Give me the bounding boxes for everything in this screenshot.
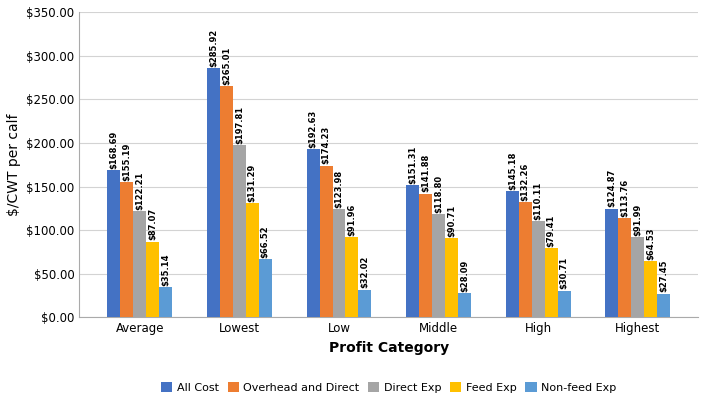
Text: $87.07: $87.07 [148,208,157,240]
Text: $123.98: $123.98 [335,170,343,208]
Text: $174.23: $174.23 [322,126,330,164]
Bar [432,214,445,317]
Bar [107,171,120,317]
Text: $265.01: $265.01 [222,47,231,85]
Bar [220,86,233,317]
Bar [545,248,558,317]
Legend: All Cost, Overhead and Direct, Direct Exp, Feed Exp, Non-feed Exp: All Cost, Overhead and Direct, Direct Ex… [157,378,621,397]
Text: $35.14: $35.14 [161,253,170,285]
Text: $118.80: $118.80 [434,175,443,212]
Text: $113.76: $113.76 [621,179,629,217]
Text: $132.26: $132.26 [521,162,530,201]
Text: $131.29: $131.29 [248,163,257,201]
Bar [246,203,258,317]
Bar [445,239,458,317]
Bar [258,259,271,317]
Bar [346,237,359,317]
Text: $28.09: $28.09 [460,259,469,292]
Bar [146,241,159,317]
Text: $122.21: $122.21 [135,171,144,210]
Bar [532,221,545,317]
Bar [320,166,333,317]
Text: $91.99: $91.99 [634,204,642,236]
Text: $66.52: $66.52 [261,225,270,258]
Bar [606,208,618,317]
Text: $141.88: $141.88 [421,154,430,193]
Bar [359,289,372,317]
Bar [618,218,631,317]
Bar [419,194,432,317]
Text: $168.69: $168.69 [109,131,118,169]
Bar [506,191,519,317]
Bar [519,202,532,317]
Text: $91.96: $91.96 [348,204,356,236]
Text: $79.41: $79.41 [546,214,556,247]
Bar [458,293,471,317]
Bar [233,145,246,317]
Bar [159,287,172,317]
X-axis label: Profit Category: Profit Category [329,341,449,355]
Text: $192.63: $192.63 [309,110,318,148]
Text: $27.45: $27.45 [660,260,668,292]
Bar [133,211,146,317]
Bar [631,237,644,317]
Text: $197.81: $197.81 [235,105,244,144]
Bar [333,209,346,317]
Text: $285.92: $285.92 [209,28,218,67]
Bar [657,293,670,317]
Bar [120,182,133,317]
Bar [307,149,320,317]
Text: $32.02: $32.02 [361,256,369,288]
Y-axis label: $/CWT per calf: $/CWT per calf [6,114,21,216]
Text: $155.19: $155.19 [122,142,131,181]
Bar [406,186,419,317]
Text: $124.87: $124.87 [608,169,616,207]
Text: $151.31: $151.31 [408,146,417,184]
Bar [644,261,657,317]
Text: $30.71: $30.71 [559,257,569,289]
Bar [207,68,220,317]
Text: $90.71: $90.71 [447,205,456,237]
Bar [558,291,571,317]
Text: $110.11: $110.11 [534,182,543,220]
Text: $145.18: $145.18 [508,151,517,190]
Text: $64.53: $64.53 [647,228,655,260]
